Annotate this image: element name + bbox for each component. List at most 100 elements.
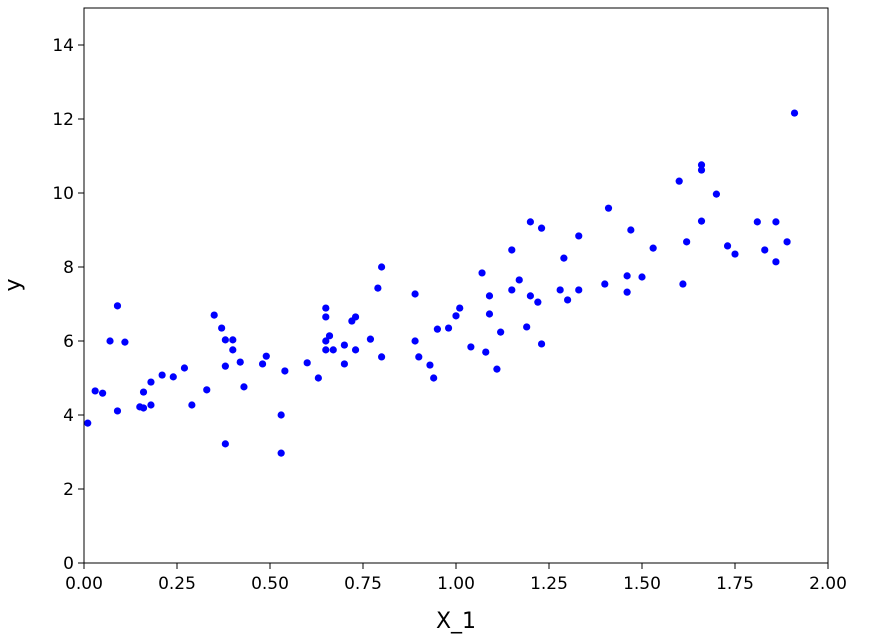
point	[113, 302, 122, 310]
point	[325, 332, 334, 340]
point	[564, 296, 572, 304]
point	[240, 383, 248, 391]
x-tick-label: 0.75	[344, 574, 382, 594]
point	[203, 386, 211, 394]
point	[697, 166, 706, 174]
point	[482, 348, 490, 356]
point	[366, 335, 375, 343]
x-tick-label: 1.50	[623, 574, 661, 594]
y-tick-label: 2	[63, 480, 74, 500]
y-tick-label: 8	[63, 258, 74, 278]
point	[534, 298, 542, 306]
point	[322, 346, 330, 354]
point	[303, 359, 311, 367]
y-tick-label: 6	[63, 332, 74, 352]
point	[322, 304, 330, 312]
point	[180, 364, 189, 372]
point	[627, 226, 635, 234]
point	[467, 343, 475, 351]
y-tick-label: 10	[52, 184, 74, 204]
point	[229, 346, 237, 354]
y-tick-label: 12	[52, 110, 74, 130]
point	[210, 311, 218, 319]
point	[575, 286, 583, 294]
point	[433, 325, 441, 333]
point	[106, 337, 114, 345]
point	[456, 304, 464, 312]
point	[84, 419, 92, 427]
point	[601, 280, 609, 288]
point	[99, 389, 107, 397]
point	[485, 292, 494, 300]
point	[158, 371, 166, 379]
point	[351, 346, 360, 354]
point	[712, 190, 721, 198]
point	[493, 365, 501, 373]
point	[91, 387, 99, 395]
point	[452, 312, 460, 320]
point	[783, 238, 791, 246]
point	[139, 388, 148, 396]
point	[411, 290, 419, 298]
point	[281, 367, 289, 375]
point	[221, 362, 229, 370]
point	[508, 286, 516, 294]
x-axis-label: X_1	[436, 609, 476, 634]
point	[649, 244, 657, 252]
y-tick-label: 0	[63, 554, 74, 574]
point	[772, 218, 780, 226]
point	[623, 272, 631, 280]
point	[537, 224, 546, 232]
point	[697, 161, 706, 169]
point	[340, 341, 348, 349]
point	[638, 273, 646, 281]
point	[526, 218, 535, 226]
point	[121, 338, 129, 346]
point	[147, 401, 155, 409]
point	[526, 292, 535, 300]
point	[329, 346, 337, 354]
x-tick-label: 1.25	[530, 574, 568, 594]
point	[139, 404, 148, 412]
point	[497, 328, 505, 336]
point	[485, 310, 494, 318]
point	[790, 109, 799, 117]
point	[322, 313, 330, 321]
point	[683, 238, 691, 246]
point	[697, 217, 706, 225]
point	[515, 276, 523, 284]
point	[430, 374, 438, 382]
point	[277, 449, 285, 457]
point	[426, 361, 434, 369]
point	[731, 250, 739, 258]
point	[575, 232, 583, 240]
point	[322, 337, 330, 345]
x-tick-label: 2.00	[809, 574, 847, 594]
point	[113, 407, 122, 415]
point	[258, 360, 267, 368]
point	[556, 286, 564, 294]
x-tick-label: 1.00	[437, 574, 475, 594]
x-tick-label: 1.75	[716, 574, 754, 594]
plot-frame	[83, 7, 829, 564]
point	[537, 340, 546, 348]
point	[604, 204, 613, 212]
point	[679, 280, 687, 288]
y-tick-label: 14	[52, 36, 74, 56]
point	[378, 353, 386, 361]
point	[314, 374, 322, 382]
point	[169, 373, 177, 381]
point	[229, 336, 237, 344]
point	[415, 353, 423, 361]
point	[723, 242, 732, 250]
point	[218, 324, 226, 332]
point	[523, 323, 531, 331]
point	[340, 360, 348, 368]
point	[623, 288, 631, 296]
point	[478, 269, 486, 277]
x-tick-label: 0.25	[158, 574, 196, 594]
point	[508, 246, 516, 254]
point	[675, 177, 683, 185]
point	[277, 411, 285, 419]
